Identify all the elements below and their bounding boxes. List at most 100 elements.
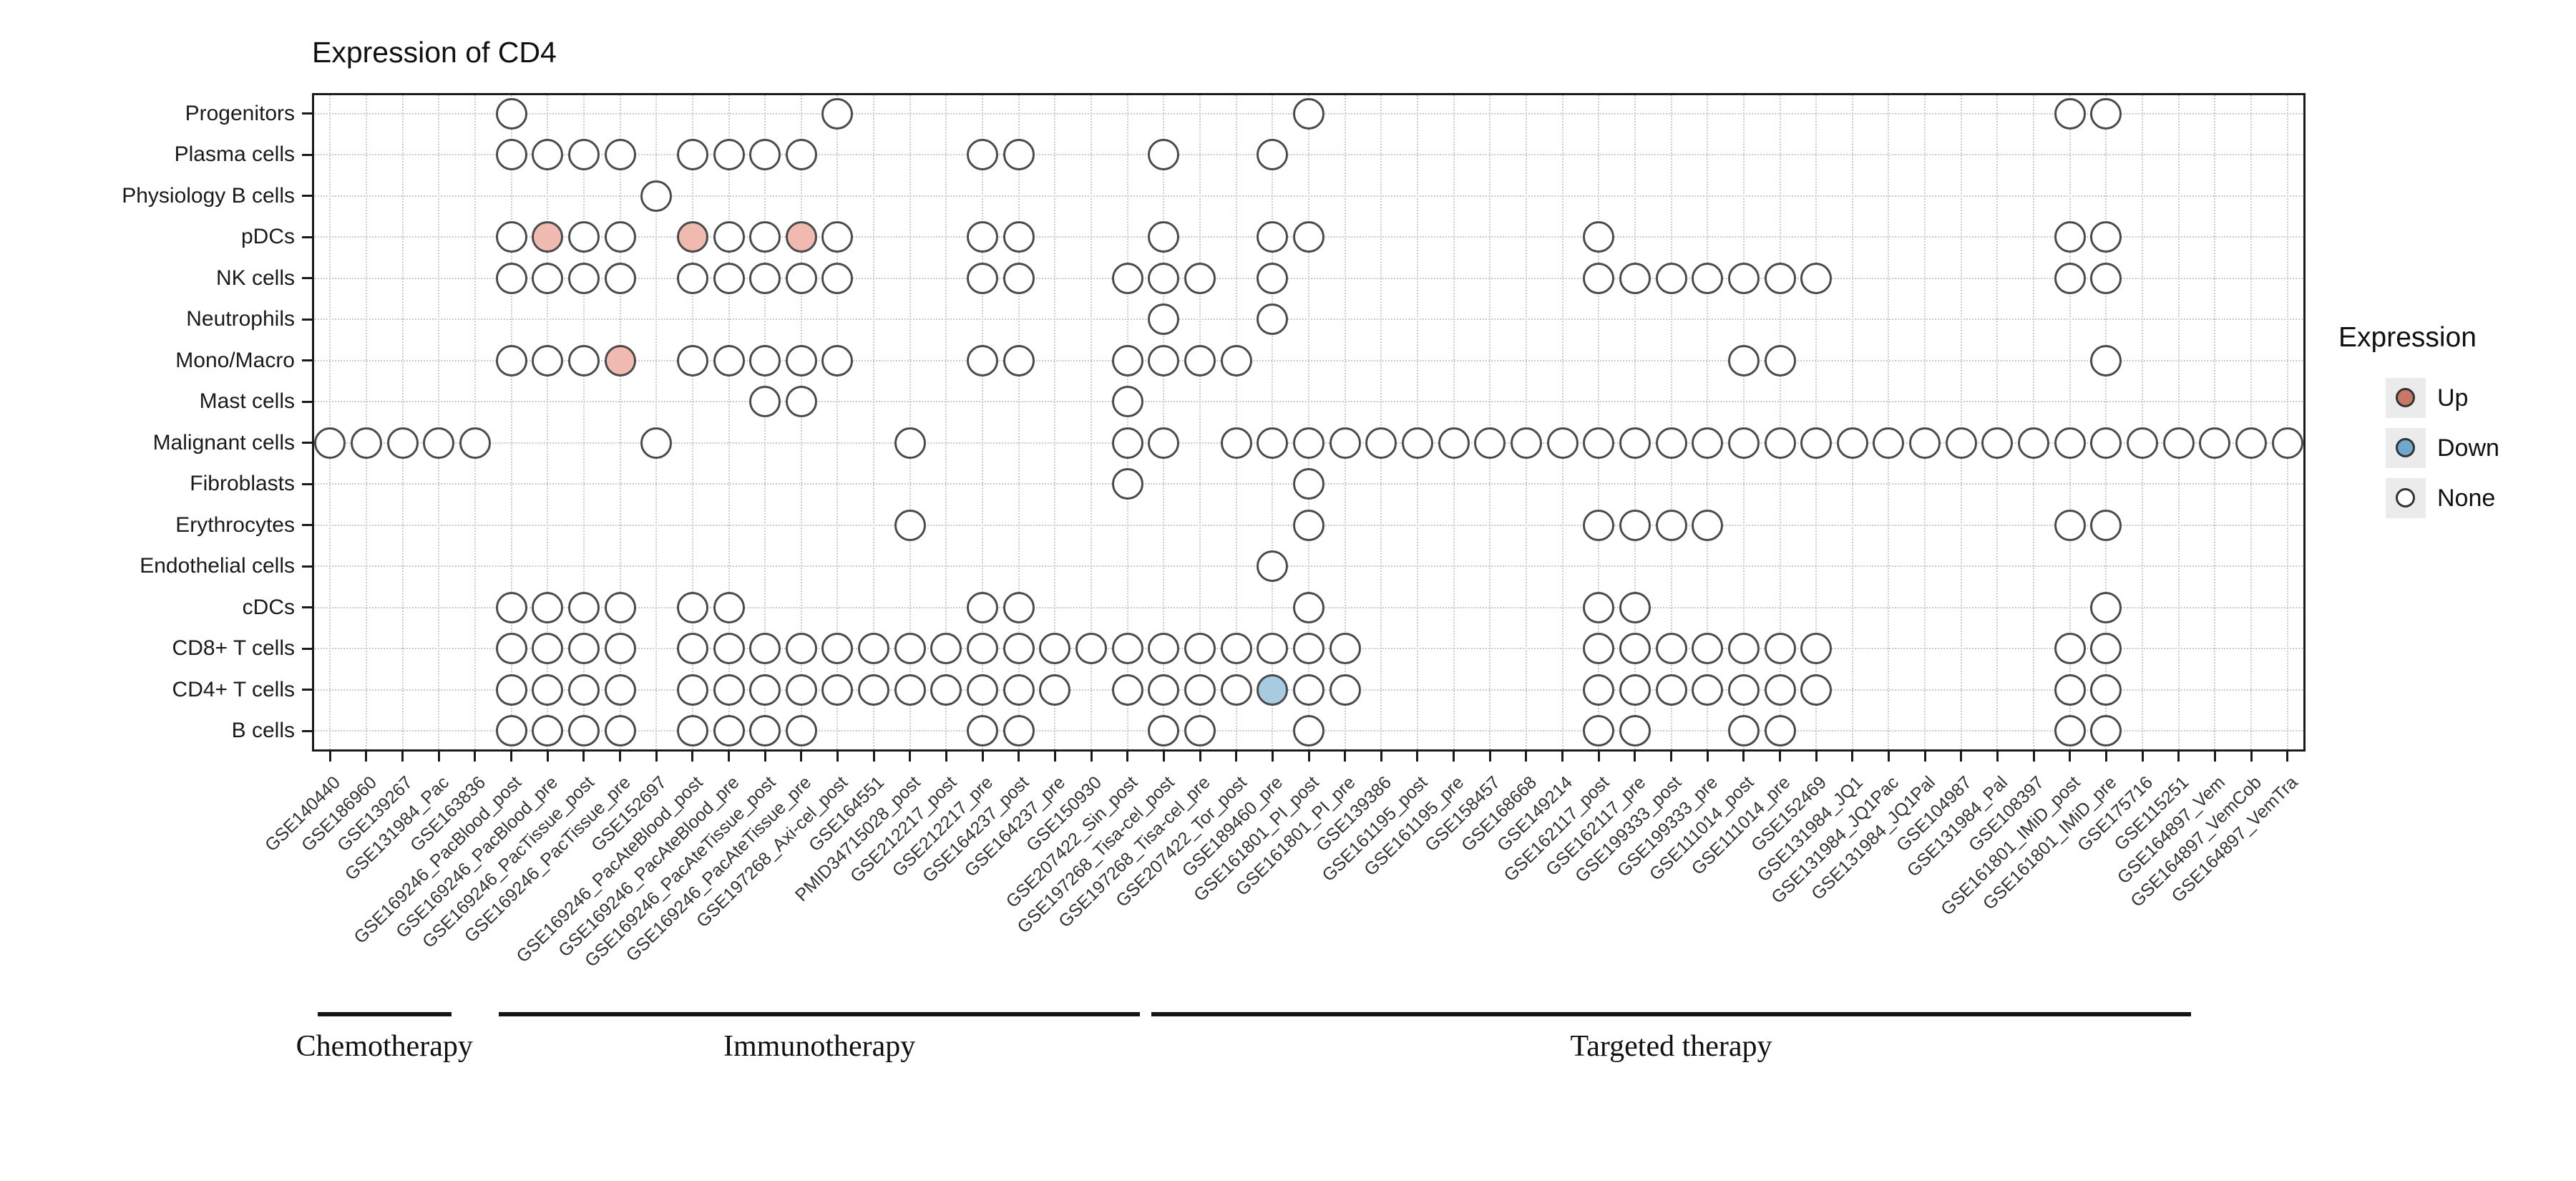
- expression-dot-none: [2090, 344, 2122, 376]
- vertical-gridline: [1272, 93, 1274, 752]
- expression-dot-none: [1329, 633, 1361, 665]
- expression-dot-none: [1148, 262, 1180, 294]
- expression-dot-none: [1002, 633, 1035, 665]
- row-label: Mast cells: [199, 389, 295, 414]
- expression-dot-none: [858, 633, 890, 665]
- x-axis-tick: [1742, 752, 1745, 762]
- vertical-gridline: [655, 93, 658, 752]
- vertical-gridline: [2105, 93, 2107, 752]
- x-axis-tick: [1996, 752, 1999, 762]
- vertical-gridline: [1851, 93, 1853, 752]
- expression-dot-none: [1148, 715, 1180, 747]
- expression-dot-none: [1257, 221, 1289, 253]
- expression-dot-none: [532, 591, 564, 623]
- x-axis-tick: [1597, 752, 1600, 762]
- expression-dot-none: [495, 139, 527, 171]
- expression-dot-none: [1727, 262, 1760, 294]
- expression-dot-none: [1184, 674, 1216, 706]
- expression-dot-none: [1002, 344, 1035, 376]
- expression-dot-none: [386, 427, 419, 459]
- expression-dot-none: [676, 674, 708, 706]
- expression-dot-none: [1583, 674, 1615, 706]
- x-axis-tick: [1670, 752, 1673, 762]
- legend-item-label: Down: [2437, 434, 2499, 462]
- expression-dot-none: [1546, 427, 1579, 459]
- horizontal-gridline: [312, 277, 2306, 279]
- expression-dot-none: [2054, 262, 2086, 294]
- expression-dot-none: [495, 221, 527, 253]
- therapy-group-label: Targeted therapy: [1570, 1030, 1772, 1063]
- y-axis-tick: [302, 442, 312, 444]
- expression-dot-none: [1184, 262, 1216, 294]
- expression-dot-down: [1257, 674, 1289, 706]
- expression-dot-none: [1619, 262, 1651, 294]
- row-label: Erythrocytes: [175, 512, 295, 537]
- vertical-gridline: [909, 93, 911, 752]
- expression-dot-none: [2054, 509, 2086, 541]
- row-label: Physiology B cells: [122, 183, 295, 208]
- expression-dot-none: [1111, 427, 1143, 459]
- row-label: Neutrophils: [186, 307, 295, 331]
- legend-title: Expression: [2338, 322, 2477, 353]
- expression-dot-none: [2090, 674, 2122, 706]
- row-label: Endothelial cells: [140, 554, 295, 578]
- expression-dot-none: [1111, 262, 1143, 294]
- expression-dot-none: [1800, 633, 1833, 665]
- plot-panel-border: [312, 93, 2306, 752]
- vertical-gridline: [1416, 93, 1418, 752]
- vertical-gridline: [1707, 93, 1709, 752]
- expression-dot-none: [1655, 427, 1687, 459]
- expression-dot-up: [785, 221, 817, 253]
- expression-dot-none: [749, 715, 781, 747]
- expression-dot-none: [1148, 221, 1180, 253]
- x-axis-tick: [328, 752, 331, 762]
- vertical-gridline: [836, 93, 839, 752]
- expression-dot-none: [2127, 427, 2159, 459]
- expression-dot-none: [2162, 427, 2195, 459]
- expression-dot-none: [1002, 221, 1035, 253]
- row-label: Plasma cells: [174, 142, 295, 167]
- x-axis-tick: [1271, 752, 1274, 762]
- expression-dot-up: [532, 221, 564, 253]
- expression-dot-none: [967, 591, 999, 623]
- expression-dot-none: [785, 386, 817, 418]
- vertical-gridline: [1598, 93, 1600, 752]
- expression-dot-none: [1692, 509, 1724, 541]
- expression-dot-none: [1583, 591, 1615, 623]
- vertical-gridline: [1380, 93, 1382, 752]
- expression-dot-none: [821, 221, 854, 253]
- x-axis-tick: [1706, 752, 1709, 762]
- expression-dot-none: [2018, 427, 2050, 459]
- expression-dot-none: [713, 221, 745, 253]
- expression-dot-none: [1800, 427, 1833, 459]
- expression-dot-up: [604, 344, 636, 376]
- therapy-group-line: [318, 1012, 452, 1016]
- vertical-gridline: [2214, 93, 2216, 752]
- expression-dot-none: [532, 139, 564, 171]
- expression-dot-none: [1002, 715, 1035, 747]
- expression-dot-none: [532, 262, 564, 294]
- y-axis-tick: [302, 729, 312, 732]
- expression-dot-none: [1800, 674, 1833, 706]
- expression-dot-none: [1329, 674, 1361, 706]
- expression-dot-none: [459, 427, 491, 459]
- chart-title: Expression of CD4: [312, 36, 557, 69]
- expression-dot-none: [1619, 509, 1651, 541]
- expression-dot-none: [1727, 344, 1760, 376]
- therapy-group-line: [1151, 1012, 2192, 1016]
- expression-dot-none: [2090, 262, 2122, 294]
- therapy-group-label: Immunotherapy: [723, 1030, 916, 1063]
- horizontal-gridline: [312, 154, 2306, 156]
- vertical-gridline: [619, 93, 621, 752]
- row-label: Mono/Macro: [175, 348, 295, 372]
- expression-dot-none: [1293, 633, 1324, 665]
- vertical-gridline: [1235, 93, 1237, 752]
- expression-dot-none: [821, 262, 854, 294]
- expression-dot-none: [713, 344, 745, 376]
- expression-dot-none: [1655, 674, 1687, 706]
- vertical-gridline: [1163, 93, 1165, 752]
- expression-dot-none: [2054, 427, 2086, 459]
- x-axis-tick: [1199, 752, 1201, 762]
- row-label: cDCs: [242, 595, 295, 619]
